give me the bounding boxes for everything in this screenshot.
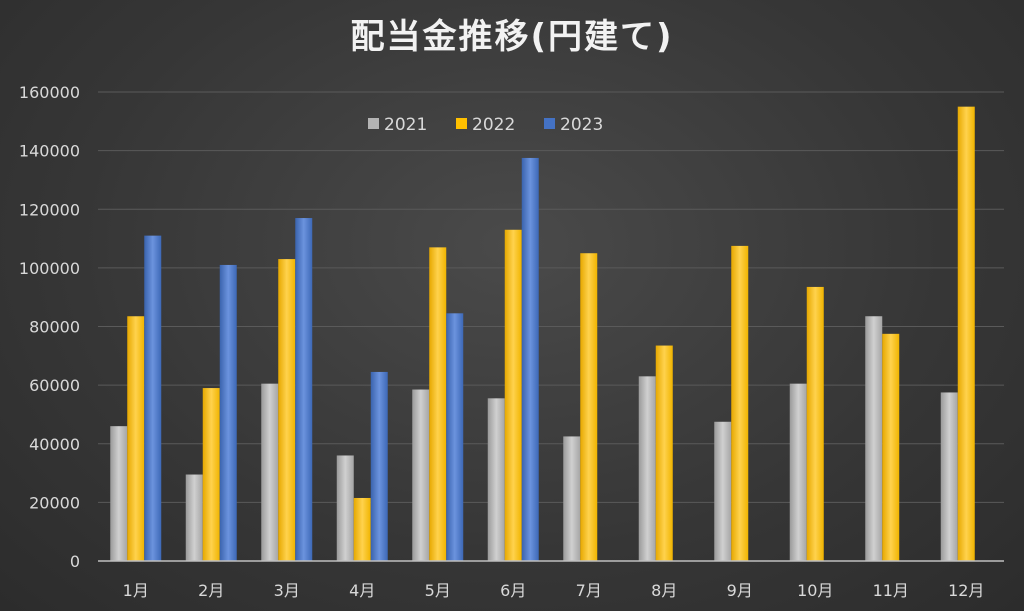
legend-swatch-2022 <box>456 118 467 129</box>
bar-2022-10 <box>806 286 824 561</box>
bar-2023-2 <box>219 264 237 561</box>
bar-2021-2 <box>185 474 203 561</box>
x-tick-label: 5月 <box>425 581 451 600</box>
bar-2022-8 <box>655 345 673 561</box>
y-tick-label: 120000 <box>19 200 80 219</box>
gridlines <box>98 91 1004 503</box>
legend-label-2022: 2022 <box>472 115 515 135</box>
bar-2021-9 <box>714 421 732 561</box>
bar-2022-2 <box>202 388 220 561</box>
x-tick-label: 1月 <box>123 581 149 600</box>
x-tick-label: 3月 <box>274 581 300 600</box>
bar-2022-5 <box>429 247 447 561</box>
x-tick-label: 12月 <box>948 581 984 600</box>
bar-2022-9 <box>731 245 749 561</box>
x-tick-label: 6月 <box>500 581 526 600</box>
y-tick-label: 40000 <box>29 435 80 454</box>
legend-swatch-2021 <box>368 118 379 129</box>
bar-2021-12 <box>940 392 958 561</box>
bar-2021-4 <box>336 455 354 561</box>
bar-2021-11 <box>865 316 883 561</box>
y-tick-label: 140000 <box>19 142 80 161</box>
bar-2022-11 <box>882 333 900 561</box>
y-tick-label: 160000 <box>19 83 80 102</box>
bar-2022-6 <box>504 229 522 562</box>
bar-2021-1 <box>110 426 128 561</box>
y-tick-label: 80000 <box>29 318 80 337</box>
bar-2021-10 <box>789 383 807 561</box>
x-tick-label: 9月 <box>727 581 753 600</box>
bar-2021-8 <box>638 376 656 561</box>
bar-2023-6 <box>521 157 539 561</box>
x-axis-ticks: 1月 2月 3月 4月 5月 6月 7月 8月 9月 10月 11月 12月 <box>123 581 985 600</box>
y-tick-label: 100000 <box>19 259 80 278</box>
bar-2022-3 <box>278 259 296 561</box>
y-tick-label: 0 <box>70 552 80 571</box>
bar-2021-6 <box>487 398 505 561</box>
x-tick-label: 10月 <box>797 581 833 600</box>
y-tick-label: 60000 <box>29 376 80 395</box>
y-tick-label: 20000 <box>29 493 80 512</box>
x-tick-label: 8月 <box>651 581 677 600</box>
bar-2023-5 <box>446 313 464 561</box>
bar-2021-7 <box>563 436 581 561</box>
legend-label-2023: 2023 <box>560 115 603 135</box>
bar-2022-12 <box>957 106 975 561</box>
bar-2022-4 <box>353 497 371 561</box>
bars <box>110 106 975 562</box>
legend-label-2021: 2021 <box>384 115 427 135</box>
legend: 2021 2022 2023 <box>368 115 603 135</box>
x-tick-label: 2月 <box>198 581 224 600</box>
x-tick-label: 7月 <box>576 581 602 600</box>
x-tick-label: 11月 <box>873 581 909 600</box>
bar-2022-7 <box>580 253 598 561</box>
bar-2021-3 <box>261 383 279 561</box>
x-tick-label: 4月 <box>349 581 375 600</box>
bar-2023-4 <box>370 371 388 561</box>
bar-2021-5 <box>412 389 430 561</box>
bar-2023-3 <box>295 218 313 561</box>
chart-title: 配当金推移(円建て) <box>350 17 673 57</box>
bar-2023-1 <box>144 235 162 561</box>
y-axis-ticks: 0 20000 40000 60000 80000 100000 120000 140000 1… <box>19 83 80 571</box>
legend-swatch-2023 <box>544 118 555 129</box>
bar-2022-1 <box>127 316 145 561</box>
